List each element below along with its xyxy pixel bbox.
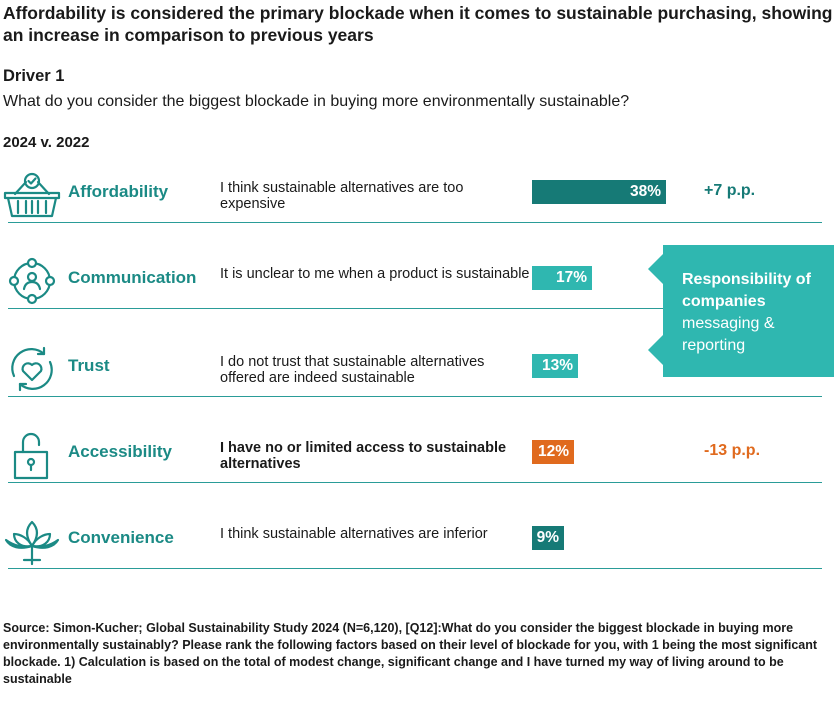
bar-value-label: 13%: [541, 357, 573, 374]
row-divider: [8, 482, 822, 483]
source-note: Source: Simon-Kucher; Global Sustainabil…: [3, 621, 818, 686]
bar-value-label: 38%: [629, 183, 661, 200]
change-label: -13 p.p.: [704, 442, 761, 459]
driver-label: Driver 1: [3, 67, 65, 85]
bar-accessibility: 12%: [532, 440, 574, 464]
callout-box: Responsibility of companies messaging & …: [648, 245, 834, 377]
row-divider: [8, 568, 822, 569]
category-description: I have no or limited access to sustainab…: [220, 440, 507, 472]
bar-value-label: 17%: [555, 269, 587, 286]
bar-convenience: 9%: [532, 526, 564, 550]
row-divider: [8, 222, 822, 223]
page-title: Affordability is considered the primary …: [3, 3, 833, 45]
people-network-icon: [2, 256, 62, 306]
basket-check-icon: [2, 170, 62, 220]
bar-value-label: 12%: [537, 443, 569, 460]
category-label: Trust: [68, 356, 110, 375]
category-label: Affordability: [68, 182, 169, 201]
category-label: Accessibility: [68, 442, 172, 461]
bar-value-label: 9%: [536, 529, 559, 546]
chart-row-affordability: Affordability I think sustainable alterna…: [0, 168, 822, 256]
question-text: What do you consider the biggest blockad…: [3, 93, 630, 110]
row-divider: [8, 396, 822, 397]
category-description: I think sustainable alternatives are inf…: [220, 526, 488, 542]
category-label: Communication: [68, 268, 197, 287]
category-description: I do not trust that sustainable alternat…: [220, 354, 485, 386]
lotus-icon: [2, 516, 62, 566]
category-description: I think sustainable alternatives are too…: [220, 180, 464, 212]
chart-row-communication: Communication It is unclear to me when a …: [0, 254, 822, 342]
period-label: 2024 v. 2022: [3, 134, 90, 151]
callout-subtitle: messaging & reporting: [682, 315, 775, 354]
bar-communication: 17%: [532, 266, 592, 290]
bar-trust: 13%: [532, 354, 578, 378]
category-description: It is unclear to me when a product is su…: [220, 266, 530, 282]
chart-row-trust: Trust I do not trust that sustainable alt…: [0, 342, 822, 430]
chart-row-convenience: Convenience I think sustainable alternati…: [0, 514, 822, 602]
row-divider: [8, 308, 822, 309]
padlock-icon: [2, 430, 62, 480]
chart-row-accessibility: Accessibility I have no or limited access…: [0, 428, 822, 516]
bar-affordability: 38%: [532, 180, 666, 204]
heart-cycle-icon: [2, 344, 62, 394]
change-label: +7 p.p.: [704, 182, 756, 199]
category-label: Convenience: [68, 528, 174, 547]
callout-title: Responsibility of companies: [682, 271, 811, 310]
